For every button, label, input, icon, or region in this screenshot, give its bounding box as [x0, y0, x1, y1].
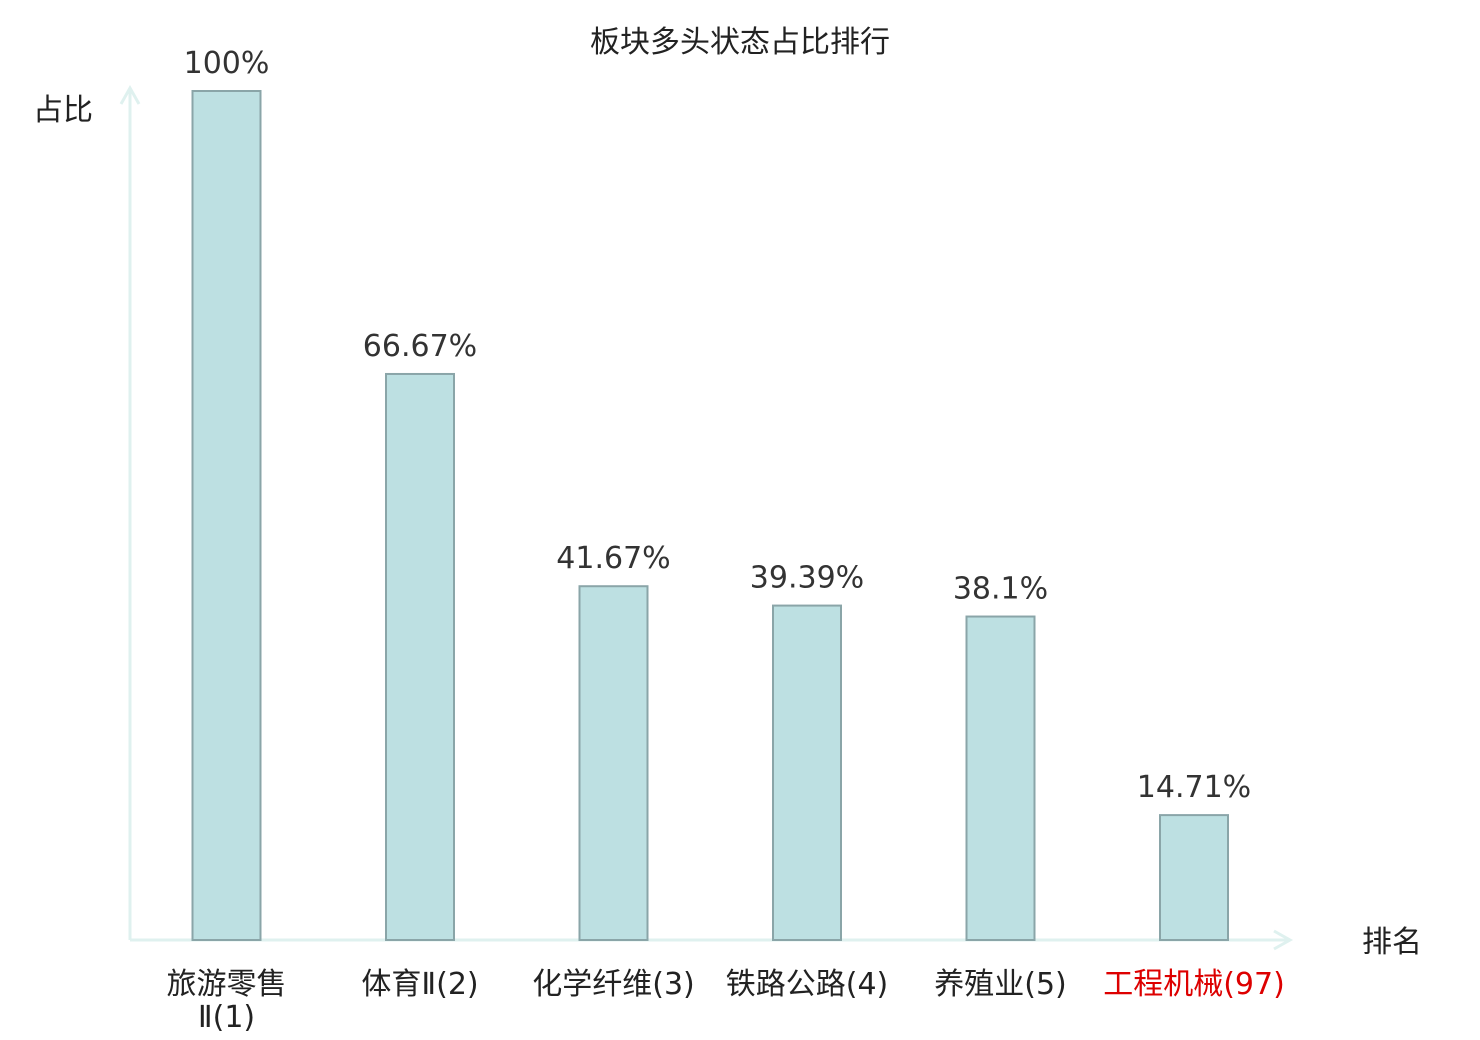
category-label: 养殖业(5)	[934, 967, 1067, 1002]
bar-group: 100% 旅游零售 Ⅱ(1)	[167, 46, 287, 1035]
bar	[578, 585, 649, 941]
chart-title: 板块多头状态占比排行	[590, 25, 890, 60]
category-label: 工程机械(97)	[1103, 967, 1285, 1002]
category-label: 体育Ⅱ(2)	[361, 967, 478, 1002]
y-axis-label: 占比	[33, 93, 93, 128]
y-axis-arrow	[119, 84, 141, 105]
bar	[191, 90, 262, 941]
category-label: 旅游零售 Ⅱ(1)	[167, 967, 287, 1035]
bar-group: 14.71% 工程机械(97)	[1103, 770, 1285, 1002]
axes	[119, 84, 1294, 951]
category-label-line: Ⅱ(1)	[198, 1000, 255, 1035]
bar-group: 66.67% 体育Ⅱ(2)	[361, 329, 478, 1002]
bar-value-label: 66.67%	[363, 329, 477, 364]
bar-value-label: 100%	[184, 46, 270, 81]
category-label: 铁路公路(4)	[726, 967, 889, 1002]
category-label: 化学纤维(3)	[532, 967, 695, 1002]
bar-group: 41.67% 化学纤维(3)	[532, 541, 695, 1002]
bar-group: 38.1% 养殖业(5)	[934, 572, 1067, 1002]
bar-value-label: 38.1%	[953, 572, 1048, 607]
category-label-line: 旅游零售	[167, 967, 287, 1002]
bars: 100% 旅游零售 Ⅱ(1) 66.67% 体育Ⅱ(2) 41.67% 化学纤维(3) 39.…	[167, 46, 1285, 1035]
bar	[385, 372, 455, 942]
bar	[772, 604, 842, 942]
bar-value-label: 39.39%	[750, 561, 864, 596]
bar-group: 39.39% 铁路公路(4)	[726, 561, 889, 1002]
x-axis-label: 排名	[1362, 925, 1422, 960]
bar	[1159, 814, 1229, 942]
bar-value-label: 14.71%	[1137, 770, 1251, 805]
bar	[965, 615, 1036, 941]
x-axis-arrow	[1273, 929, 1294, 951]
bar-value-label: 41.67%	[556, 541, 670, 576]
